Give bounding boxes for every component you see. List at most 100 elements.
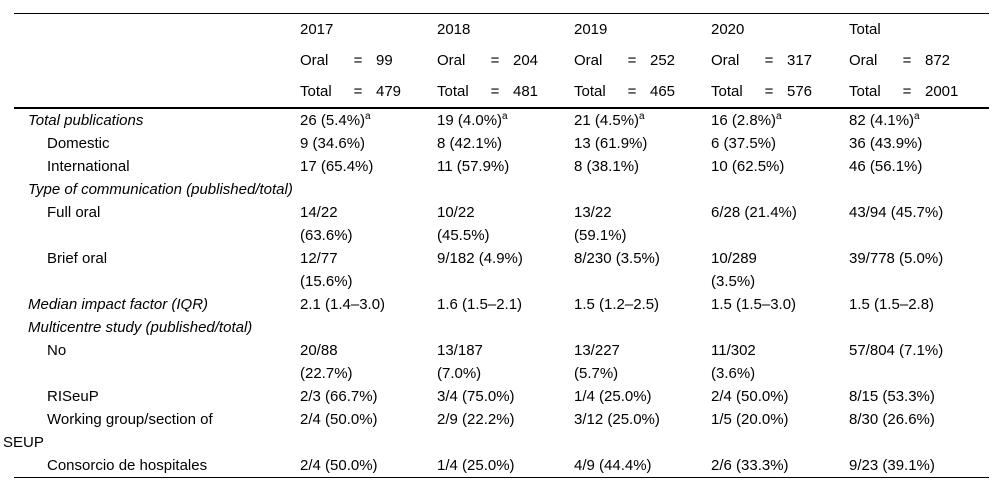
- cell-value: 17 (65.4%): [300, 158, 374, 175]
- cell-value: 4/9 (44.4%): [574, 457, 652, 474]
- cell-value: 26 (5.4%)a: [300, 111, 371, 130]
- cell-value: 43/94 (45.7%): [849, 204, 944, 221]
- oral-count-line: Oral = 252: [574, 45, 711, 76]
- cell-value: 36 (43.9%): [849, 135, 923, 152]
- cell-value: [849, 316, 989, 339]
- cell-value: [574, 178, 711, 201]
- cell-value: 8/230 (3.5%): [574, 250, 660, 267]
- cell-value: 9 (34.6%): [300, 135, 366, 152]
- year-label: 2018: [437, 21, 471, 38]
- cell-value: [849, 178, 989, 201]
- cell-value: [437, 316, 574, 339]
- table-row-international: International 17 (65.4%) 11 (57.9%) 8 (3…: [14, 155, 989, 178]
- table-row-full-oral: Full oral 14/22 (63.6%) 10/22 (45.5%) 13…: [14, 201, 989, 247]
- row-label: Working group/section of SEUP: [3, 411, 213, 451]
- cell-value: 1/4 (25.0%): [437, 457, 515, 474]
- year-label: 2020: [711, 21, 745, 38]
- oral-count-line: Oral = 872: [849, 45, 989, 76]
- footnote-marker: a: [639, 111, 645, 122]
- cell-value: 10/289 (3.5%): [711, 250, 757, 290]
- header-row: 2017 Oral = 99 Total = 479 2018 Oral = 204 Tot…: [14, 13, 989, 109]
- footnote-marker: a: [914, 111, 920, 122]
- total-count-line: Total = 465: [574, 76, 711, 107]
- equals-sign: =: [764, 52, 774, 69]
- year-label: Total: [849, 21, 881, 38]
- cell-value: 1/4 (25.0%): [574, 388, 652, 405]
- column-header-2019: 2019 Oral = 252 Total = 465: [574, 13, 711, 109]
- cell-value: 11/302 (3.6%): [711, 342, 756, 382]
- year-label: 2017: [300, 21, 334, 38]
- oral-count: 252: [650, 52, 676, 69]
- oral-label: Oral: [849, 52, 878, 69]
- publications-table: 2017 Oral = 99 Total = 479 2018 Oral = 204 Tot…: [3, 13, 989, 478]
- total-count-line: Total = 2001: [849, 76, 989, 107]
- row-label: International: [47, 158, 130, 175]
- table-row-total-publications: Total publications 26 (5.4%)a 19 (4.0%)a…: [14, 108, 989, 132]
- cell-value: 2/4 (50.0%): [300, 457, 378, 474]
- oral-count-line: Oral = 317: [711, 45, 849, 76]
- cell-value: 11 (57.9%): [437, 158, 510, 175]
- oral-count-line: Oral = 99: [300, 45, 437, 76]
- cell-value: 2.1 (1.4–3.0): [300, 296, 386, 313]
- total-count-line: Total = 576: [711, 76, 849, 107]
- cell-value: [711, 178, 849, 201]
- table-row-median-impact-factor: Median impact factor (IQR) 2.1 (1.4–3.0)…: [14, 293, 989, 316]
- table-row-type-of-communication: Type of communication (published/total): [14, 178, 989, 201]
- row-label: Median impact factor (IQR): [28, 296, 209, 313]
- footnote-marker: a: [365, 111, 371, 122]
- cell-value: 10 (62.5%): [711, 158, 785, 175]
- header-empty-cell: [14, 13, 300, 109]
- cell-value: [437, 178, 574, 201]
- cell-value: 46 (56.1%): [849, 158, 923, 175]
- cell-value: [300, 316, 437, 339]
- column-header-2018: 2018 Oral = 204 Total = 481: [437, 13, 574, 109]
- cell-value: 2/3 (66.7%): [300, 388, 378, 405]
- equals-sign: =: [902, 52, 912, 69]
- cell-value: 8 (38.1%): [574, 158, 640, 175]
- cell-value: 13/227 (5.7%): [574, 342, 620, 382]
- cell-value: 10/22 (45.5%): [437, 204, 490, 244]
- table-row-no: No 20/88 (22.7%) 13/187 (7.0%) 13/227 (5…: [14, 339, 989, 385]
- cell-value: 8/30 (26.6%): [849, 411, 935, 428]
- cell-value: 13 (61.9%): [574, 135, 648, 152]
- cell-value: 1.5 (1.5–3.0): [711, 296, 797, 313]
- equals-sign: =: [353, 52, 363, 69]
- total-label: Total: [711, 83, 743, 100]
- oral-label: Oral: [711, 52, 740, 69]
- equals-sign: =: [353, 83, 363, 100]
- oral-count: 872: [925, 52, 951, 69]
- total-count: 465: [650, 83, 676, 100]
- cell-value: 2/4 (50.0%): [711, 388, 789, 405]
- equals-sign: =: [490, 83, 500, 100]
- oral-count-line: Oral = 204: [437, 45, 574, 76]
- oral-label: Oral: [574, 52, 603, 69]
- row-label: RISeuP: [47, 388, 99, 405]
- cell-value: 14/22 (63.6%): [300, 204, 353, 244]
- oral-label: Oral: [300, 52, 329, 69]
- column-header-2017: 2017 Oral = 99 Total = 479: [300, 13, 437, 109]
- cell-value: 39/778 (5.0%): [849, 250, 944, 267]
- cell-value: 13/22 (59.1%): [574, 204, 627, 244]
- total-count-line: Total = 479: [300, 76, 437, 107]
- equals-sign: =: [627, 83, 637, 100]
- table-row-multicentre-study: Multicentre study (published/total): [14, 316, 989, 339]
- oral-count: 99: [376, 52, 393, 69]
- cell-value: [711, 316, 849, 339]
- row-label: Multicentre study (published/total): [28, 319, 253, 336]
- year-label: 2019: [574, 21, 608, 38]
- cell-value: 9/23 (39.1%): [849, 457, 935, 474]
- total-count: 479: [376, 83, 402, 100]
- row-label: Full oral: [47, 204, 101, 221]
- cell-value: 16 (2.8%)a: [711, 111, 782, 130]
- cell-value: 57/804 (7.1%): [849, 342, 944, 359]
- row-label: Brief oral: [47, 250, 108, 267]
- table-row-working-group-seup: Working group/section of SEUP 2/4 (50.0%…: [3, 408, 989, 454]
- total-label: Total: [300, 83, 332, 100]
- row-label: Total publications: [28, 112, 144, 129]
- cell-value: 3/4 (75.0%): [437, 388, 515, 405]
- cell-value: 1/5 (20.0%): [711, 411, 789, 428]
- cell-value: 12/77 (15.6%): [300, 250, 353, 290]
- cell-value: 6 (37.5%): [711, 135, 777, 152]
- total-count: 481: [513, 83, 539, 100]
- oral-count: 317: [787, 52, 813, 69]
